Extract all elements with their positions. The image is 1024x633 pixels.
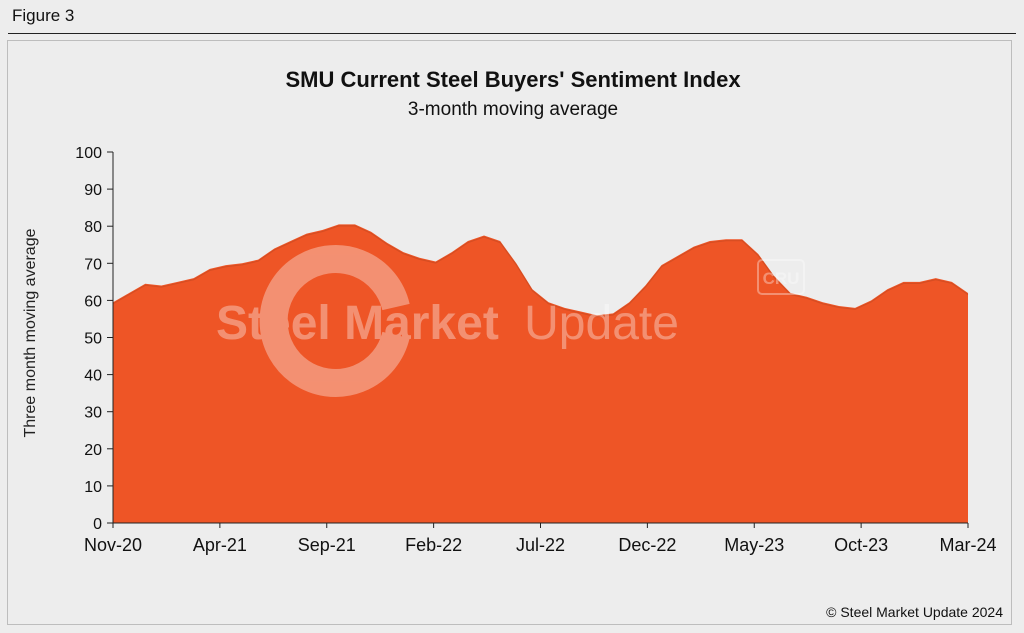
y-tick-label: 20: [84, 442, 102, 459]
y-tick-label: 0: [93, 516, 102, 533]
x-tick-label: Feb-22: [405, 535, 462, 555]
x-tick-label: Mar-24: [939, 535, 996, 555]
figure-label: Figure 3: [12, 6, 75, 25]
y-tick-label: 70: [84, 256, 102, 273]
copyright: © Steel Market Update 2024: [826, 604, 1003, 620]
y-tick-label: 60: [84, 293, 102, 310]
x-tick-label: Dec-22: [618, 535, 676, 555]
x-tick-label: May-23: [724, 535, 784, 555]
x-tick-label: Sep-21: [298, 535, 356, 555]
chart-frame: SMU Current Steel Buyers' Sentiment Inde…: [7, 40, 1012, 625]
y-tick-label: 50: [84, 331, 102, 348]
y-axis-label: Three month moving average: [22, 228, 39, 437]
cru-watermark-text: CRU: [763, 269, 800, 288]
chart-title: SMU Current Steel Buyers' Sentiment Inde…: [285, 67, 741, 92]
y-tick-label: 90: [84, 182, 102, 199]
y-tick-label: 80: [84, 219, 102, 236]
y-tick-label: 30: [84, 405, 102, 422]
x-tick-label: Apr-21: [193, 535, 247, 555]
x-tick-label: Oct-23: [834, 535, 888, 555]
figure-divider: [8, 33, 1016, 34]
x-tick-label: Nov-20: [84, 535, 142, 555]
chart: SMU Current Steel Buyers' Sentiment Inde…: [22, 67, 1003, 620]
watermark-logo-arc-icon: [259, 245, 410, 397]
y-tick-label: 100: [75, 145, 102, 162]
chart-subtitle: 3-month moving average: [408, 99, 618, 120]
series-line: [112, 225, 969, 318]
cru-watermark: CRU: [757, 259, 805, 295]
watermark: Steel Market Update: [216, 245, 679, 397]
watermark-brand-bold: Steel Market: [216, 297, 499, 350]
watermark-brand: Steel Market Update: [216, 297, 679, 350]
x-tick-label: Jul-22: [516, 535, 565, 555]
y-tick-label: 10: [84, 479, 102, 496]
y-tick-label: 40: [84, 368, 102, 385]
watermark-brand-light: Update: [524, 297, 679, 350]
series-area: [113, 224, 968, 523]
